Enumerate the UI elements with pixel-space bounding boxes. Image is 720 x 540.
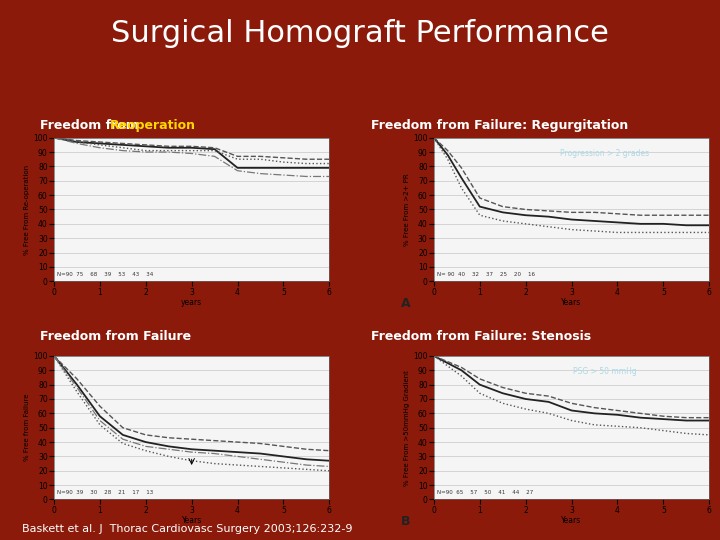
Text: PSG > 50 mmHg: PSG > 50 mmHg [572,367,636,376]
X-axis label: Years: Years [181,516,202,525]
X-axis label: Years: Years [562,298,582,307]
Text: Baskett et al. J  Thorac Cardiovasc Surgery 2003;126:232-9: Baskett et al. J Thorac Cardiovasc Surge… [22,523,352,534]
Y-axis label: % Free From Re-operation: % Free From Re-operation [24,164,30,254]
Text: Freedom from: Freedom from [40,119,143,132]
Text: Freedom from Failure: Regurgitation: Freedom from Failure: Regurgitation [371,119,628,132]
X-axis label: years: years [181,298,202,307]
Text: B: B [401,515,410,528]
Text: N=90  65    57    50    41    44    27: N=90 65 57 50 41 44 27 [436,490,533,495]
X-axis label: Years: Years [562,516,582,525]
Text: Freedom from Failure: Stenosis: Freedom from Failure: Stenosis [371,330,591,343]
Text: A: A [401,297,410,310]
Text: N= 90  40    32    37    25    20    16: N= 90 40 32 37 25 20 16 [436,272,535,277]
Y-axis label: % Free from Failure: % Free from Failure [24,394,30,462]
Text: N=90  39    30    28    21    17    13: N=90 39 30 28 21 17 13 [57,490,153,495]
Text: N=90  75    68    39    53    43    34: N=90 75 68 39 53 43 34 [57,272,153,277]
Text: Freedom from Failure: Freedom from Failure [40,330,191,343]
Y-axis label: % Free From >50mmHg Gradient: % Free From >50mmHg Gradient [405,370,410,485]
Text: Reoperation: Reoperation [110,119,196,132]
Text: Progression > 2 grades: Progression > 2 grades [560,149,649,158]
Text: Surgical Homograft Performance: Surgical Homograft Performance [111,19,609,48]
Y-axis label: % Free From >2+ PR: % Free From >2+ PR [405,173,410,246]
